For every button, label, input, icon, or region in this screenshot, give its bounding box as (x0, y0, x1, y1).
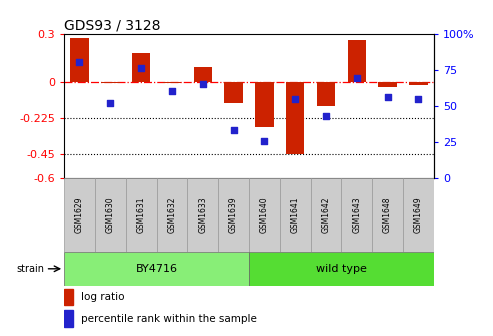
Bar (286, 82, 305, 154)
Text: GSM1643: GSM1643 (352, 197, 361, 234)
Point (353, 76, 361, 81)
Point (75, 60, 83, 65)
Bar (378, 82, 397, 87)
Text: GSM1642: GSM1642 (321, 197, 330, 233)
Bar (95, 178, 126, 252)
Bar (255, 82, 274, 127)
Text: GSM1649: GSM1649 (414, 197, 423, 234)
Bar (126, 178, 157, 252)
Text: GSM1639: GSM1639 (229, 197, 238, 234)
Bar (187, 178, 218, 252)
Text: GSM1641: GSM1641 (291, 197, 300, 233)
Bar (64, 178, 95, 252)
Text: wild type: wild type (316, 264, 367, 274)
Bar (64, 289, 73, 305)
Text: GSM1633: GSM1633 (198, 197, 207, 234)
Point (168, 89, 176, 94)
Point (322, 113, 330, 119)
Point (384, 94, 391, 100)
Bar (101, 82, 119, 83)
Text: GDS93 / 3128: GDS93 / 3128 (64, 18, 161, 33)
Bar (249, 252, 434, 286)
Text: GSM1630: GSM1630 (106, 197, 115, 234)
Bar (193, 67, 212, 82)
Text: BY4716: BY4716 (136, 264, 177, 274)
Bar (249, 178, 280, 252)
Bar (70, 38, 89, 82)
Bar (224, 82, 243, 102)
Bar (341, 178, 372, 252)
Text: GSM1632: GSM1632 (168, 197, 176, 233)
Text: percentile rank within the sample: percentile rank within the sample (81, 314, 256, 324)
Text: strain: strain (16, 264, 44, 274)
Bar (372, 178, 403, 252)
Bar (157, 178, 187, 252)
Bar (403, 178, 434, 252)
Point (199, 82, 207, 87)
Text: GSM1640: GSM1640 (260, 197, 269, 234)
Bar (64, 252, 249, 286)
Bar (409, 82, 427, 85)
Text: GSM1648: GSM1648 (383, 197, 392, 233)
Point (291, 96, 299, 101)
Text: GSM1629: GSM1629 (75, 197, 84, 233)
Bar (218, 178, 249, 252)
Text: GSM1631: GSM1631 (137, 197, 145, 233)
Bar (311, 178, 341, 252)
Bar (348, 40, 366, 82)
Point (137, 66, 145, 71)
Bar (163, 82, 181, 83)
Point (106, 100, 114, 106)
Bar (280, 178, 311, 252)
Text: log ratio: log ratio (81, 292, 124, 302)
Bar (64, 310, 73, 327)
Point (230, 128, 238, 133)
Bar (317, 82, 335, 106)
Point (415, 96, 423, 101)
Point (260, 138, 268, 143)
Bar (132, 53, 150, 82)
